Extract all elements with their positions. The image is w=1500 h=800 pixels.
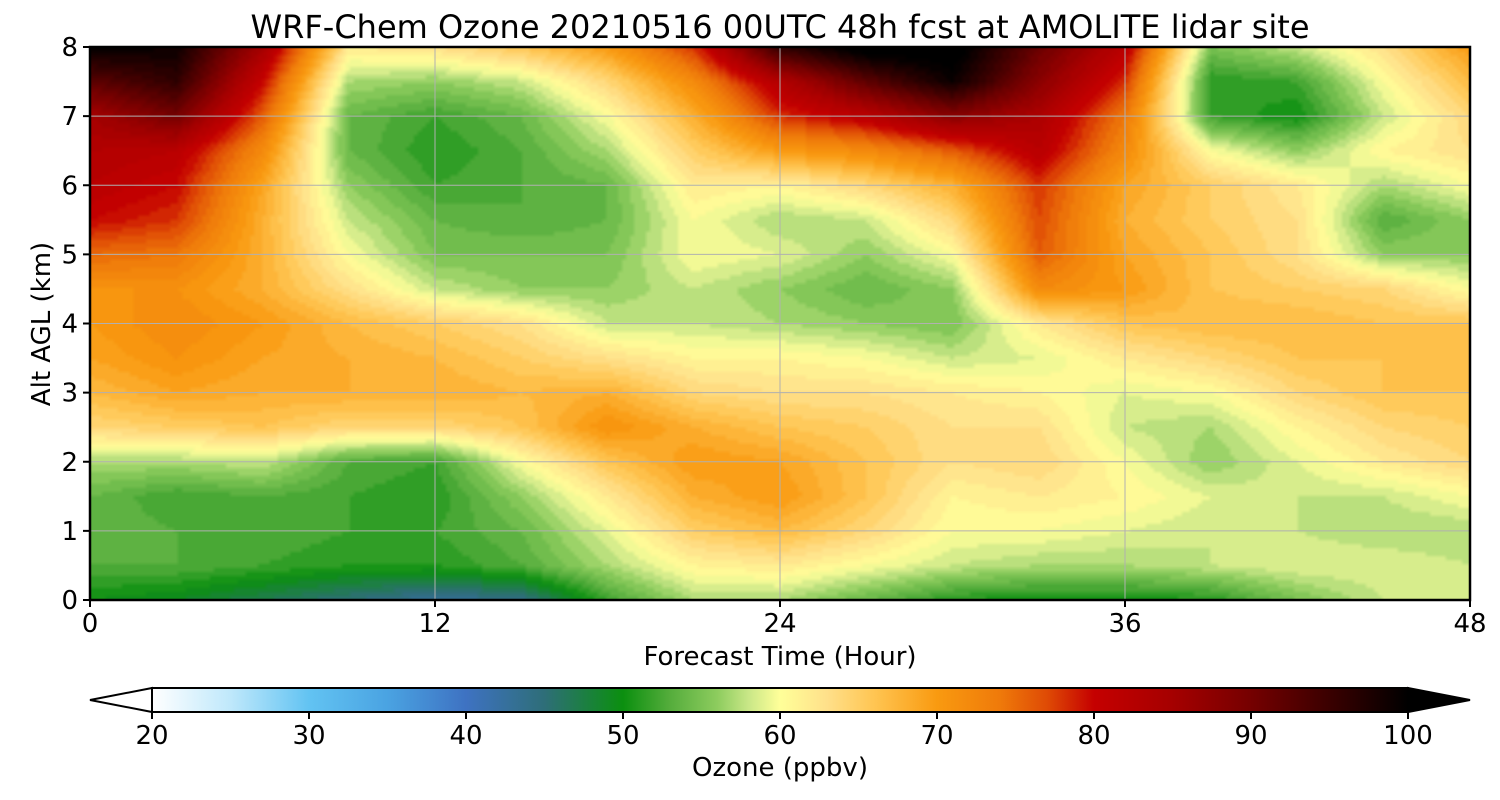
y-axis: 0 1 2 3 4 5 6 7 8 [61,33,90,616]
x-tick-label: 36 [1108,609,1141,639]
y-tick-label: 6 [61,171,78,201]
colorbar-tick-label: 80 [1077,721,1110,751]
y-tick-label: 1 [61,517,78,547]
y-tick-label: 2 [61,448,78,478]
colorbar-tick-label: 50 [606,721,639,751]
y-tick-label: 0 [61,586,78,616]
y-tick-label: 8 [61,33,78,63]
x-tick-label: 48 [1453,609,1486,639]
grid-lines [90,47,1470,600]
colorbar-tick-label: 30 [292,721,325,751]
colorbar-high-extension [1407,686,1471,714]
y-tick-label: 5 [61,240,78,270]
colorbar-tick-label: 90 [1234,721,1267,751]
chart-title: WRF-Chem Ozone 20210516 00UTC 48h fcst a… [250,8,1309,46]
colorbar-ticks: 20 30 40 50 60 70 80 90 100 [135,712,1433,751]
colorbar-label: Ozone (ppbv) [692,753,868,783]
colorbar-tick-label: 20 [135,721,168,751]
colorbar-tick-label: 60 [763,721,796,751]
x-tick-label: 12 [418,609,451,639]
colorbar-low-extension [89,686,153,714]
x-tick-label: 0 [82,609,99,639]
colorbar-tick-label: 100 [1383,721,1433,751]
colorbar-gradient [152,688,1408,712]
colorbar-tick-label: 70 [920,721,953,751]
y-axis-label: Alt AGL (km) [27,242,57,406]
colorbar-tick-label: 40 [449,721,482,751]
y-tick-label: 7 [61,102,78,132]
colorbar: 20 30 40 50 60 70 80 90 100 Ozone (ppbv) [89,686,1471,783]
x-tick-label: 24 [763,609,796,639]
x-axis: 0 12 24 36 48 [82,600,1487,639]
x-axis-label: Forecast Time (Hour) [643,642,916,672]
y-tick-label: 3 [61,379,78,409]
y-tick-label: 4 [61,310,78,340]
